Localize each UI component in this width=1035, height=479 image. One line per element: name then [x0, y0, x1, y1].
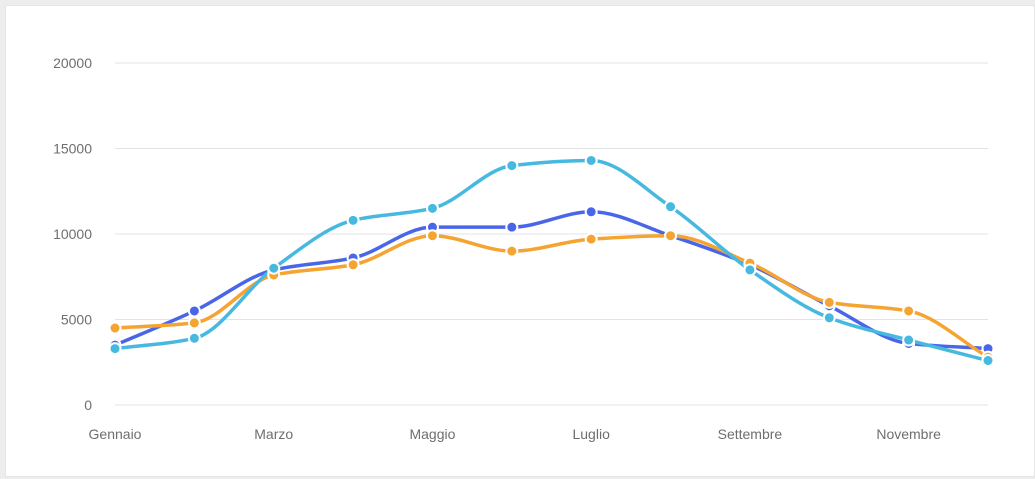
series-1-point[interactable]: [584, 205, 598, 219]
x-axis-tick-labels: Gennaio Marzo Maggio Luglio Settembre Novembr…: [89, 426, 942, 442]
series-line-3: [113, 158, 990, 363]
series-3-point[interactable]: [664, 200, 678, 214]
x-tick-label: Gennaio: [89, 426, 142, 442]
series-2-point[interactable]: [425, 229, 439, 243]
gridlines: [115, 62, 988, 406]
chart-card: [5, 5, 1035, 477]
x-tick-label: Settembre: [718, 426, 783, 442]
series-3-point[interactable]: [584, 153, 598, 167]
series-2-point[interactable]: [187, 316, 201, 330]
series-2-point[interactable]: [505, 244, 519, 258]
series-2-point[interactable]: [346, 258, 360, 272]
y-tick-label: 10000: [53, 226, 92, 242]
series-1-point[interactable]: [505, 220, 519, 234]
series-2-point[interactable]: [664, 229, 678, 243]
y-tick-label: 15000: [53, 141, 92, 157]
x-tick-label: Novembre: [876, 426, 941, 442]
series-2-point[interactable]: [108, 321, 122, 335]
series-2-point[interactable]: [584, 232, 598, 246]
series-3-point[interactable]: [743, 263, 757, 277]
series-3-point[interactable]: [902, 333, 916, 347]
series-3-point[interactable]: [425, 201, 439, 215]
series-points: [108, 153, 995, 368]
y-tick-label: 0: [84, 397, 92, 413]
x-tick-label: Marzo: [254, 426, 293, 442]
series-2-point[interactable]: [902, 304, 916, 318]
series-1-point[interactable]: [187, 304, 201, 318]
y-tick-label: 5000: [61, 312, 92, 328]
y-tick-label: 20000: [53, 55, 92, 71]
x-tick-label: Luglio: [572, 426, 610, 442]
series-3-point[interactable]: [822, 311, 836, 325]
series-2-point[interactable]: [822, 295, 836, 309]
series-3-point[interactable]: [108, 342, 122, 356]
series-3-point[interactable]: [505, 159, 519, 173]
series-3-point[interactable]: [981, 354, 995, 368]
series-3-point[interactable]: [267, 261, 281, 275]
series-3-point[interactable]: [346, 213, 360, 227]
y-axis-tick-labels: 0 5000 10000 15000 20000: [53, 55, 92, 413]
series-3-point[interactable]: [187, 331, 201, 345]
x-tick-label: Maggio: [409, 426, 455, 442]
series-lines: [113, 158, 990, 363]
